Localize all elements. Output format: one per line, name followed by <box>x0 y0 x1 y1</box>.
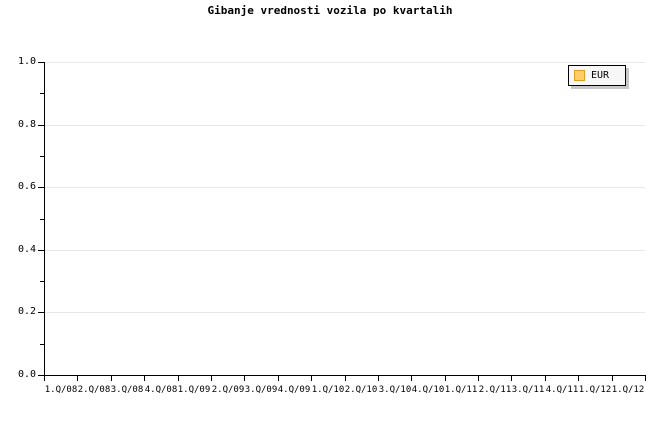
y-axis-tick-label: 0.6 <box>17 181 36 192</box>
x-axis-tick <box>178 376 179 381</box>
y-axis-tick-label: 0.2 <box>17 306 36 317</box>
x-axis-tick-label: 2.Q/11 <box>478 385 512 395</box>
x-axis-tick <box>612 376 613 381</box>
x-axis-tick-label: 3.Q/09 <box>244 385 278 395</box>
x-axis-tick-label: 3.Q/10 <box>378 385 412 395</box>
legend-label-eur: EUR <box>591 70 610 81</box>
gridline <box>44 187 645 188</box>
x-axis-tick-label: 4.Q/10 <box>411 385 445 395</box>
x-axis-tick-label: 1.Q/11 <box>444 385 478 395</box>
x-axis-line <box>44 375 646 376</box>
x-axis-tick-label: 4.Q/08 <box>144 385 178 395</box>
x-axis-tick-label: 1.Q/10 <box>311 385 345 395</box>
x-axis-tick <box>445 376 446 381</box>
x-axis-tick <box>77 376 78 381</box>
y-axis-minor-tick <box>40 344 44 345</box>
y-axis-tick-label: 0.0 <box>17 369 36 380</box>
x-axis-tick-label: 1.Q/08 <box>44 385 78 395</box>
y-axis-minor-tick <box>40 93 44 94</box>
x-axis-tick-label: 1.Q/09 <box>177 385 211 395</box>
x-axis-tick <box>278 376 279 381</box>
x-axis-tick-label: 2.Q/08 <box>77 385 111 395</box>
y-axis-tick-label: 1.0 <box>17 56 36 67</box>
x-axis-tick-label: 3.Q/11 <box>511 385 545 395</box>
gridline <box>44 125 645 126</box>
x-axis-tick-label: 4.Q/11 <box>545 385 579 395</box>
y-axis-tick <box>38 312 44 313</box>
x-axis-tick-label: 3.Q/08 <box>110 385 144 395</box>
x-axis-tick-label: 1.Q/12 <box>611 385 645 395</box>
y-axis-tick <box>38 62 44 63</box>
y-axis-line <box>44 62 45 376</box>
y-axis-minor-tick <box>40 219 44 220</box>
legend-swatch-eur <box>574 70 585 81</box>
x-axis-tick <box>244 376 245 381</box>
x-axis-tick <box>311 376 312 381</box>
x-axis-tick-label: 1.Q/12 <box>578 385 612 395</box>
x-axis-tick <box>478 376 479 381</box>
y-axis-tick <box>38 125 44 126</box>
x-axis-tick <box>378 376 379 381</box>
x-axis-tick <box>511 376 512 381</box>
x-axis-tick <box>111 376 112 381</box>
x-axis-tick-label: 4.Q/09 <box>277 385 311 395</box>
x-axis-tick <box>44 376 45 381</box>
chart-legend: EUR <box>568 65 629 89</box>
y-axis-minor-tick <box>40 156 44 157</box>
x-axis-tick <box>144 376 145 381</box>
x-axis-tick <box>645 376 646 381</box>
chart-title: Gibanje vrednosti vozila po kvartalih <box>207 4 453 17</box>
x-axis-tick <box>545 376 546 381</box>
x-axis-tick-label: 2.Q/10 <box>344 385 378 395</box>
legend-box[interactable]: EUR <box>568 65 626 86</box>
plot-area <box>44 62 645 375</box>
gridline <box>44 312 645 313</box>
x-axis-tick <box>345 376 346 381</box>
y-axis-tick-label: 0.8 <box>17 119 36 130</box>
x-axis-tick <box>211 376 212 381</box>
x-axis-tick <box>411 376 412 381</box>
y-axis-tick <box>38 375 44 376</box>
gridline <box>44 250 645 251</box>
y-axis-tick <box>38 250 44 251</box>
y-axis-tick-label: 0.4 <box>17 244 36 255</box>
x-axis-tick <box>578 376 579 381</box>
y-axis-tick <box>38 187 44 188</box>
y-axis-minor-tick <box>40 281 44 282</box>
gridline <box>44 62 645 63</box>
x-axis-tick-label: 2.Q/09 <box>211 385 245 395</box>
